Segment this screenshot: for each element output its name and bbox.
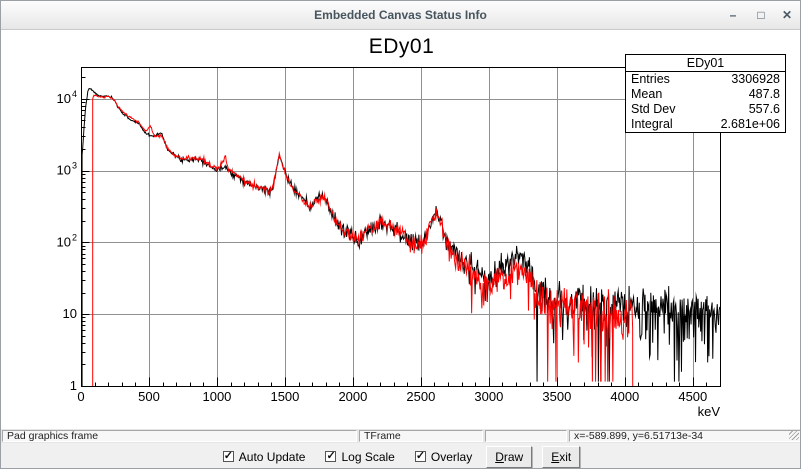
window-titlebar[interactable]: Embedded Canvas Status Info – □ ✕ [1,1,800,30]
stat-label: Entries [631,72,670,86]
minimize-icon: – [729,8,737,22]
stats-row-mean: Mean 487.8 [626,87,785,102]
maximize-button[interactable]: □ [750,1,772,29]
controls-bar: ✓ Auto Update ✓ Log Scale ✓ Overlay Draw… [1,443,800,468]
exit-button[interactable]: Exit [542,445,581,468]
close-icon: ✕ [781,8,793,22]
plot-title: EDy01 [368,35,435,58]
window-title: Embedded Canvas Status Info [314,8,487,22]
stats-box-title: EDy01 [626,55,785,72]
stat-label: Integral [631,117,673,131]
status-cell-coordinates: x=-589.899, y=6.51713e-34 [569,430,800,442]
checkbox-check-icon[interactable]: ✓ [414,450,426,462]
stat-value: 3306928 [731,72,780,86]
overlay-label: Overlay [430,449,473,464]
stat-value: 557.6 [748,102,780,116]
stat-value: 2.681e+06 [720,117,780,131]
log-scale-checkbox[interactable]: ✓ Log Scale [325,449,395,464]
auto-update-label: Auto Update [238,449,306,464]
auto-update-checkbox[interactable]: ✓ Auto Update [222,449,306,464]
resize-grip-icon[interactable] [789,431,799,440]
stats-row-stddev: Std Dev 557.6 [626,102,785,117]
stats-box[interactable]: EDy01 Entries 3306928 Mean 487.8 Std Dev… [625,54,786,133]
stat-value: 487.8 [748,87,780,101]
minimize-button[interactable]: – [722,1,744,29]
stats-row-entries: Entries 3306928 [626,72,785,87]
draw-button[interactable]: Draw [486,445,533,468]
status-cell-object: TFrame [359,430,483,442]
root-canvas-area: EDy01 EDy01 Entries 3306928 Mean 487.8 S… [1,30,800,429]
checkbox-check-icon[interactable]: ✓ [325,450,337,462]
stat-label: Std Dev [631,102,676,116]
close-button[interactable]: ✕ [776,1,798,29]
log-scale-label: Log Scale [341,449,395,464]
coordinates-text: x=-589.899, y=6.51713e-34 [574,430,704,442]
status-bar: Pad graphics frame TFrame x=-589.899, y=… [1,429,800,443]
checkbox-check-icon[interactable]: ✓ [222,450,234,462]
stat-label: Mean [631,87,663,101]
status-cell-empty [485,430,567,442]
stats-row-integral: Integral 2.681e+06 [626,117,785,132]
overlay-checkbox[interactable]: ✓ Overlay [414,449,473,464]
status-cell-pad: Pad graphics frame [2,430,357,442]
maximize-icon: □ [757,8,765,22]
